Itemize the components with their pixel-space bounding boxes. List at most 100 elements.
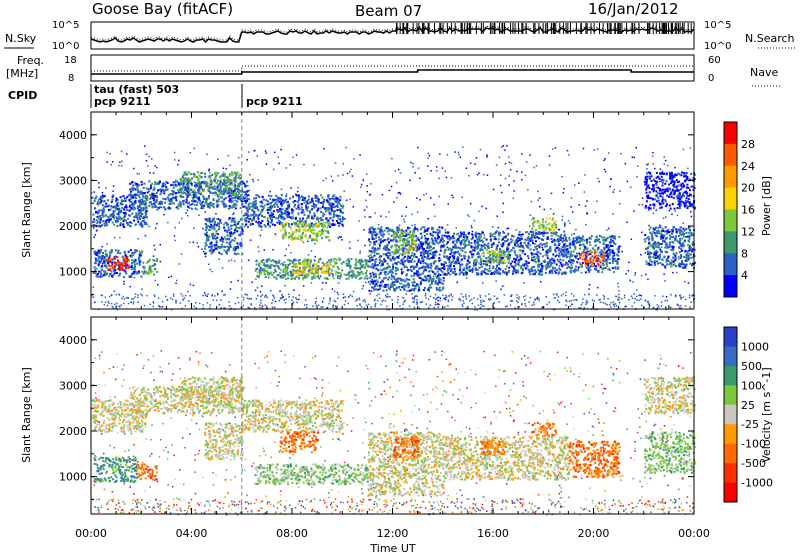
freq-unit-label: [MHz] — [6, 67, 38, 80]
echo-cell — [116, 272, 118, 274]
noise-point — [634, 272, 637, 274]
noise-point — [652, 212, 655, 215]
noise-point — [228, 260, 230, 262]
noise-point — [152, 255, 155, 257]
echo-cell — [339, 272, 342, 275]
echo-cell — [306, 209, 309, 212]
echo-cell — [286, 267, 289, 270]
echo-cell — [284, 278, 287, 280]
noise-point — [325, 282, 327, 284]
echo-cell — [191, 199, 194, 202]
echo-cell — [239, 177, 242, 180]
noise-point — [154, 279, 156, 282]
echo-cell — [356, 275, 359, 277]
echo-cell — [215, 244, 218, 247]
echo-cell — [336, 215, 339, 218]
noise-point — [646, 163, 648, 166]
echo-cell — [337, 222, 339, 224]
echo-cell — [410, 261, 413, 264]
noise-point — [156, 166, 158, 169]
ground-scatter-point — [585, 299, 588, 302]
echo-cell — [160, 200, 163, 203]
echo-cell — [271, 223, 274, 226]
echo-cell — [328, 272, 331, 274]
echo-cell — [280, 269, 282, 272]
echo-cell — [335, 261, 338, 264]
ground-scatter-point — [442, 294, 444, 296]
echo-cell — [378, 259, 381, 261]
echo-cell — [121, 263, 124, 266]
echo-cell — [241, 230, 244, 233]
noise-point — [406, 290, 408, 292]
echo-cell — [115, 197, 118, 200]
echo-cell — [133, 261, 136, 264]
echo-cell — [222, 193, 225, 196]
noise-point — [196, 208, 198, 211]
echo-cell — [209, 181, 212, 184]
echo-cell — [113, 256, 116, 259]
echo-cell — [271, 217, 274, 219]
echo-cell — [229, 191, 232, 194]
echo-cell — [285, 198, 288, 201]
echo-cell — [259, 267, 262, 269]
echo-cell — [205, 225, 208, 228]
echo-cell — [140, 207, 143, 210]
echo-cell — [311, 205, 314, 208]
ground-scatter-point — [397, 299, 399, 301]
noise-point — [602, 267, 604, 269]
echo-cell — [386, 252, 389, 254]
echo-cell — [316, 264, 319, 267]
ground-scatter-point — [488, 293, 490, 295]
echo-cell — [333, 206, 336, 208]
noise-point — [270, 260, 272, 262]
echo-cell — [268, 214, 271, 217]
echo-cell — [332, 203, 335, 206]
ground-scatter-point — [594, 308, 596, 311]
ground-scatter-point — [480, 301, 482, 303]
ground-scatter-point — [562, 293, 564, 295]
echo-cell — [387, 256, 390, 259]
ground-scatter-point — [556, 294, 558, 296]
echo-cell — [195, 176, 198, 178]
echo-cell — [388, 228, 391, 231]
echo-cell — [240, 227, 243, 230]
echo-cell — [437, 288, 440, 291]
echo-cell — [253, 210, 256, 213]
echo-cell — [100, 200, 103, 203]
echo-cell — [96, 215, 99, 218]
echo-cell — [336, 209, 339, 212]
echo-cell — [434, 267, 437, 270]
echo-cell — [138, 212, 141, 215]
ground-scatter-point — [411, 293, 413, 295]
echo-cell — [144, 192, 146, 195]
echo-cell — [131, 181, 133, 184]
echo-cell — [372, 282, 375, 285]
echo-cell — [299, 227, 301, 229]
echo-cell — [199, 186, 202, 189]
echo-cell — [211, 181, 214, 183]
echo-cell — [258, 264, 261, 267]
noise-point — [362, 285, 365, 287]
echo-cell — [270, 207, 273, 210]
echo-cell — [189, 180, 192, 183]
echo-cell — [122, 223, 125, 226]
echo-cell — [364, 272, 367, 275]
echo-cell — [139, 198, 142, 201]
echo-cell — [420, 251, 423, 254]
noise-point — [552, 213, 555, 215]
noise-point — [309, 234, 312, 237]
echo-cell — [98, 252, 101, 255]
echo-cell — [144, 221, 147, 224]
echo-cell — [229, 195, 232, 198]
ground-scatter-point — [612, 303, 615, 305]
noise-point — [607, 297, 609, 300]
echo-cell — [250, 214, 253, 217]
noise-point — [620, 152, 622, 155]
echo-cell — [228, 190, 230, 193]
noise-point — [416, 270, 418, 272]
echo-cell — [315, 271, 318, 274]
echo-cell — [350, 258, 353, 260]
echo-cell — [241, 200, 243, 203]
ground-scatter-point — [666, 299, 668, 302]
noise-point — [285, 248, 288, 250]
